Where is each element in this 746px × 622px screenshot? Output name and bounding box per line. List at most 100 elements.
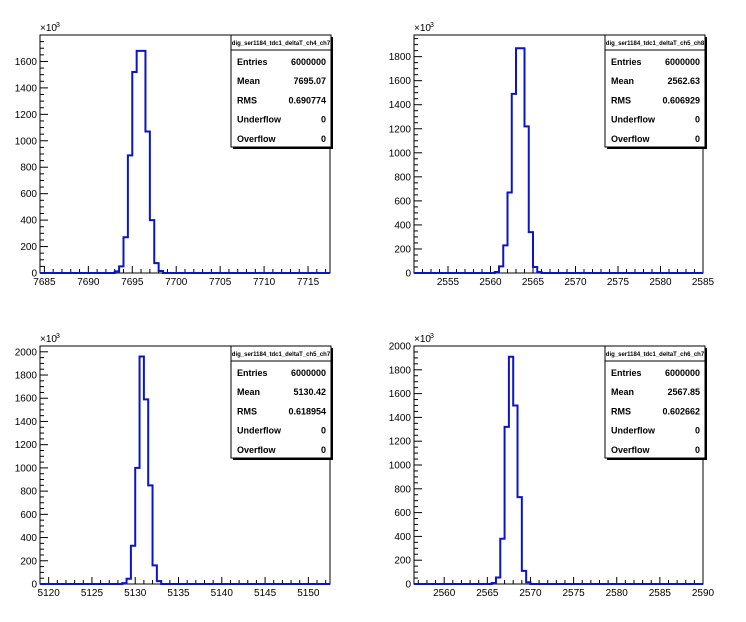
y-tick-label: 1000 (15, 136, 38, 147)
stats-label: Mean (237, 387, 260, 397)
histogram-bin (492, 583, 496, 584)
y-exponent-power: 3 (430, 333, 434, 340)
histogram-bin (154, 263, 158, 273)
y-tick-label: 800 (394, 172, 411, 183)
y-exponent-label: ×10 (414, 23, 431, 34)
y-tick-label: 800 (394, 484, 411, 495)
histogram-bin (533, 267, 537, 273)
stats-label: Overflow (237, 445, 277, 455)
stats-value: 6000000 (665, 57, 700, 67)
stats-title: dig_ser1184_tdc1_deltaT_ch4_ch7 (232, 41, 331, 47)
stats-box-frame (230, 345, 332, 459)
y-tick-label: 400 (394, 220, 411, 231)
stats-box: dig_ser1184_tdc1_deltaT_ch6_ch7 Entries 60… (604, 345, 707, 460)
x-tick-label: 5135 (167, 588, 190, 599)
stats-label: Entries (611, 368, 642, 378)
y-tick-label: 600 (394, 508, 411, 519)
x-tick-label: 5125 (81, 588, 104, 599)
y-tick-label: 1800 (389, 365, 412, 376)
y-tick-label: 1200 (15, 110, 38, 121)
y-exponent-power: 3 (56, 333, 60, 340)
x-tick-label: 5130 (124, 588, 147, 599)
y-tick-label: 1000 (389, 148, 412, 159)
histogram-bin (516, 48, 520, 273)
stats-box: dig_ser1184_tdc1_deltaT_ch5_ch7 Entries 60… (230, 345, 333, 460)
histogram-bin (495, 272, 499, 273)
y-tick-label: 600 (20, 189, 37, 200)
histogram-bin (537, 272, 541, 273)
histogram-bin (512, 94, 516, 273)
stats-value: 0 (321, 134, 326, 144)
histogram-bin (141, 51, 145, 273)
y-tick-label: 1400 (15, 83, 38, 94)
stats-label: Underflow (611, 115, 656, 125)
y-tick-label: 0 (405, 580, 411, 591)
y-tick-label: 1600 (15, 57, 38, 68)
histogram-bin (518, 497, 522, 584)
stats-label: Entries (237, 368, 268, 378)
histogram-bin (496, 577, 500, 584)
x-tick-label: 2570 (519, 588, 542, 599)
x-tick-label: 2575 (607, 277, 630, 288)
x-tick-label: 2555 (437, 277, 460, 288)
y-tick-label: 200 (394, 556, 411, 567)
histogram-pad-2: 2555 2560 2565 2570 2575 2580 2585 0 200 400 600 80… (389, 22, 715, 288)
histogram-bin (137, 51, 141, 273)
stats-value: 6000000 (665, 368, 700, 378)
histogram-bin (157, 581, 161, 584)
histogram-line (414, 47, 703, 274)
stats-value: 5130.42 (293, 387, 326, 397)
x-tick-label: 7710 (253, 277, 276, 288)
stats-box-frame (604, 345, 706, 459)
histogram-bin (135, 468, 139, 584)
stats-box: dig_ser1184_tdc1_deltaT_ch4_ch7 Entries 60… (230, 34, 333, 149)
histogram-bin (529, 232, 533, 273)
x-tick-label: 2585 (692, 277, 715, 288)
y-tick-label: 600 (20, 510, 37, 521)
histogram-bin (513, 406, 517, 585)
stats-value: 0.606929 (662, 95, 700, 105)
x-tick-label: 7715 (297, 277, 320, 288)
histogram-bin (148, 485, 152, 584)
y-tick-label: 1200 (15, 440, 38, 451)
histogram-pad-1: 7685 7690 7695 7700 7705 7710 7715 0 200 400 600 80… (15, 22, 333, 288)
y-tick-label: 1400 (389, 100, 412, 111)
y-tick-label: 1200 (389, 124, 412, 135)
stats-label: RMS (611, 95, 631, 105)
stats-value: 0 (321, 426, 326, 436)
y-tick-label: 800 (20, 163, 37, 174)
x-tick-label: 2575 (562, 588, 585, 599)
y-tick-label: 1000 (389, 461, 412, 472)
stats-title: dig_ser1184_tdc1_deltaT_ch5_ch8 (606, 41, 705, 47)
x-tick-label: 7690 (77, 277, 100, 288)
histogram-line (40, 355, 330, 585)
y-tick-label: 0 (405, 269, 411, 280)
x-tick-label: 2580 (649, 277, 672, 288)
histogram-bin (127, 579, 131, 584)
x-tick-label: 5150 (297, 588, 320, 599)
stats-label: Mean (611, 76, 634, 86)
y-exponent-power: 3 (430, 22, 434, 29)
stats-value: 2562.63 (667, 76, 700, 86)
y-tick-label: 200 (20, 242, 37, 253)
y-tick-label: 1200 (389, 437, 412, 448)
histogram-bin (503, 245, 507, 273)
x-tick-label: 7700 (165, 277, 188, 288)
x-tick-label: 5120 (38, 588, 61, 599)
x-tick-label: 2560 (479, 277, 502, 288)
stats-label: Underflow (611, 426, 656, 436)
histogram-bin (131, 546, 135, 584)
histogram-bin (144, 399, 148, 584)
stats-value: 0 (321, 115, 326, 125)
histogram-bin (128, 155, 132, 273)
x-tick-label: 2560 (433, 588, 456, 599)
histogram-bin (145, 132, 149, 273)
y-tick-label: 1400 (389, 413, 412, 424)
y-tick-label: 400 (20, 216, 37, 227)
y-tick-label: 600 (394, 196, 411, 207)
y-exponent-label: ×10 (40, 334, 57, 345)
histogram-pad-3: 5120 5125 5130 5135 5140 5145 5150 0 200 400 600 80… (15, 333, 333, 599)
histogram-pad-4: 2560 2565 2570 2575 2580 2585 2590 0 200 400 600 80… (389, 333, 715, 599)
histogram-bin (115, 271, 119, 273)
